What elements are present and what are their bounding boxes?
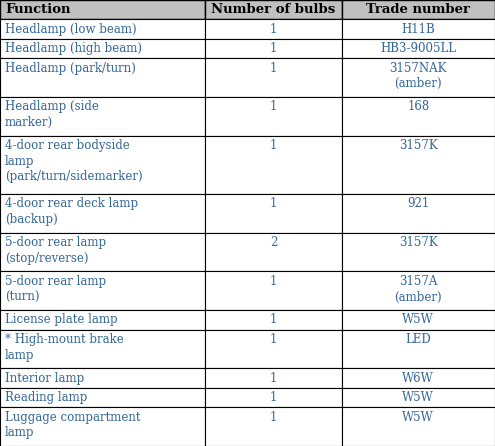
Text: W6W: W6W bbox=[402, 372, 434, 384]
Bar bbox=[205, 388, 342, 407]
Bar bbox=[205, 0, 342, 19]
Text: * High-mount brake
lamp: * High-mount brake lamp bbox=[5, 333, 124, 362]
Bar bbox=[342, 233, 495, 272]
Bar bbox=[342, 136, 495, 194]
Bar bbox=[205, 136, 342, 194]
Bar bbox=[0, 388, 205, 407]
Text: 1: 1 bbox=[270, 314, 277, 326]
Text: 2: 2 bbox=[270, 236, 277, 249]
Text: 1: 1 bbox=[270, 411, 277, 424]
Bar bbox=[342, 0, 495, 19]
Text: W5W: W5W bbox=[402, 411, 434, 424]
Bar bbox=[342, 368, 495, 388]
Bar bbox=[342, 330, 495, 368]
Bar bbox=[342, 310, 495, 330]
Bar bbox=[0, 310, 205, 330]
Text: 1: 1 bbox=[270, 62, 277, 74]
Text: 1: 1 bbox=[270, 100, 277, 113]
Text: Function: Function bbox=[5, 3, 70, 16]
Text: Headlamp (park/turn): Headlamp (park/turn) bbox=[5, 62, 136, 74]
Bar bbox=[342, 97, 495, 136]
Text: LED: LED bbox=[405, 333, 431, 346]
Text: Reading lamp: Reading lamp bbox=[5, 391, 87, 404]
Bar bbox=[205, 310, 342, 330]
Text: 1: 1 bbox=[270, 391, 277, 404]
Bar bbox=[0, 194, 205, 233]
Bar bbox=[342, 272, 495, 310]
Bar bbox=[0, 330, 205, 368]
Text: W5W: W5W bbox=[402, 391, 434, 404]
Bar bbox=[0, 39, 205, 58]
Text: 4-door rear bodyside
lamp
(park/turn/sidemarker): 4-door rear bodyside lamp (park/turn/sid… bbox=[5, 139, 143, 183]
Text: 5-door rear lamp
(stop/reverse): 5-door rear lamp (stop/reverse) bbox=[5, 236, 106, 264]
Text: 4-door rear deck lamp
(backup): 4-door rear deck lamp (backup) bbox=[5, 198, 138, 226]
Bar bbox=[0, 19, 205, 39]
Bar bbox=[205, 368, 342, 388]
Text: H11B: H11B bbox=[401, 23, 435, 36]
Bar bbox=[205, 39, 342, 58]
Text: 3157K: 3157K bbox=[399, 236, 438, 249]
Bar bbox=[205, 272, 342, 310]
Bar bbox=[205, 407, 342, 446]
Text: 1: 1 bbox=[270, 23, 277, 36]
Bar bbox=[205, 97, 342, 136]
Bar bbox=[205, 58, 342, 97]
Text: 921: 921 bbox=[407, 198, 429, 211]
Bar bbox=[205, 194, 342, 233]
Text: Luggage compartment
lamp: Luggage compartment lamp bbox=[5, 411, 141, 439]
Bar bbox=[342, 407, 495, 446]
Bar bbox=[0, 58, 205, 97]
Text: 1: 1 bbox=[270, 198, 277, 211]
Bar bbox=[0, 0, 205, 19]
Bar bbox=[0, 368, 205, 388]
Text: HB3-9005LL: HB3-9005LL bbox=[380, 42, 456, 55]
Text: 3157K: 3157K bbox=[399, 139, 438, 152]
Text: 3157NAK
(amber): 3157NAK (amber) bbox=[390, 62, 447, 90]
Text: 5-door rear lamp
(turn): 5-door rear lamp (turn) bbox=[5, 275, 106, 303]
Text: Trade number: Trade number bbox=[366, 3, 470, 16]
Text: 168: 168 bbox=[407, 100, 429, 113]
Text: Interior lamp: Interior lamp bbox=[5, 372, 84, 384]
Bar bbox=[0, 407, 205, 446]
Bar bbox=[0, 136, 205, 194]
Bar bbox=[0, 272, 205, 310]
Bar bbox=[342, 19, 495, 39]
Bar bbox=[342, 194, 495, 233]
Text: Headlamp (side
marker): Headlamp (side marker) bbox=[5, 100, 99, 129]
Bar bbox=[0, 97, 205, 136]
Bar bbox=[342, 388, 495, 407]
Text: 1: 1 bbox=[270, 139, 277, 152]
Text: 1: 1 bbox=[270, 275, 277, 288]
Text: 3157A
(amber): 3157A (amber) bbox=[395, 275, 442, 303]
Text: License plate lamp: License plate lamp bbox=[5, 314, 118, 326]
Bar bbox=[205, 330, 342, 368]
Text: 1: 1 bbox=[270, 42, 277, 55]
Bar bbox=[342, 39, 495, 58]
Bar bbox=[342, 58, 495, 97]
Text: 1: 1 bbox=[270, 333, 277, 346]
Text: Number of bulbs: Number of bulbs bbox=[211, 3, 336, 16]
Text: Headlamp (high beam): Headlamp (high beam) bbox=[5, 42, 142, 55]
Text: Headlamp (low beam): Headlamp (low beam) bbox=[5, 23, 137, 36]
Text: 1: 1 bbox=[270, 372, 277, 384]
Text: W5W: W5W bbox=[402, 314, 434, 326]
Bar bbox=[0, 233, 205, 272]
Bar bbox=[205, 19, 342, 39]
Bar bbox=[205, 233, 342, 272]
